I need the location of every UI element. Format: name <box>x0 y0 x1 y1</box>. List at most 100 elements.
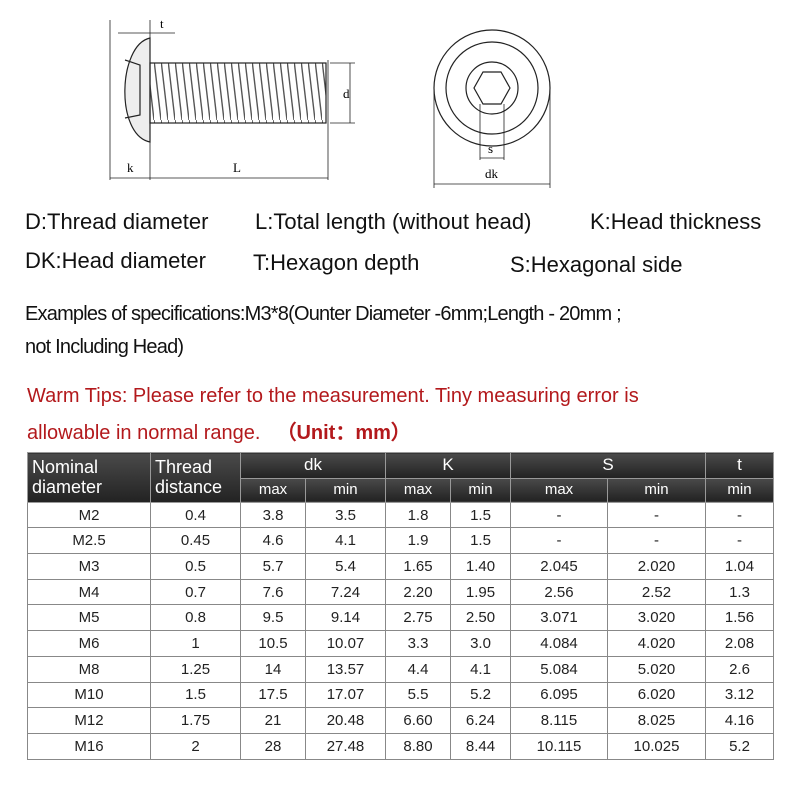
table-cell: 10.07 <box>305 630 386 657</box>
table-cell: 8.80 <box>385 732 451 760</box>
table-cell: 4.16 <box>705 707 774 734</box>
table-cell: - <box>705 527 774 555</box>
label-k: k <box>127 160 134 175</box>
table-cell: 20.48 <box>305 707 386 734</box>
table-cell: M2 <box>27 501 151 529</box>
end-view-hex <box>473 71 511 105</box>
table-cell: 8.115 <box>510 707 608 734</box>
table-cell: 1.8 <box>385 501 451 529</box>
table-cell: 3.12 <box>705 681 774 709</box>
table-cell: 6.60 <box>385 707 451 734</box>
table-row: M10 1.5 17.5 17.07 5.5 5.2 6.095 6.020 3.12 <box>27 681 774 709</box>
table-cell: 1.3 <box>705 578 774 606</box>
table-cell: 4.020 <box>607 630 706 657</box>
subheader-cell: max <box>240 477 306 503</box>
table-cell: 4.1 <box>450 655 511 683</box>
diagram: t d k L s dk <box>109 16 551 188</box>
table-cell: 9.5 <box>240 604 306 632</box>
table-cell: 2 <box>150 732 241 760</box>
legend-text: T:Hexagon depth <box>253 250 420 275</box>
table-cell: 28 <box>240 732 306 760</box>
table-cell: 7.24 <box>305 578 386 606</box>
table-cell: 14 <box>240 655 306 683</box>
header-cell: Nominal diameter <box>27 452 151 503</box>
bolt-head <box>124 37 151 143</box>
subheader-row: max min max min max min min <box>28 477 774 503</box>
table-cell: 9.14 <box>305 604 386 632</box>
header-cell: K <box>385 452 511 479</box>
tip-text: allowable in normal range. （Unit：mm） <box>27 416 411 445</box>
table-cell: 1.65 <box>385 553 451 580</box>
table-cell: 3.5 <box>305 501 386 529</box>
legend-text: K:Head thickness <box>590 209 762 234</box>
table-cell: 2.045 <box>510 553 608 580</box>
table-cell: 3.020 <box>607 604 706 632</box>
table-cell: - <box>510 501 608 529</box>
header-cell: dk <box>240 452 386 479</box>
table-cell: 0.8 <box>150 604 241 632</box>
table-cell: 0.4 <box>150 501 241 529</box>
subheader-cell: max <box>510 477 608 503</box>
table-cell: 0.7 <box>150 578 241 606</box>
end-view-outer <box>433 29 551 147</box>
table-cell: 4.4 <box>385 655 451 683</box>
table-cell: 1.95 <box>450 578 511 606</box>
table-cell: 10.115 <box>510 732 608 760</box>
label-s: s <box>488 141 493 156</box>
table-cell: 1 <box>150 630 241 657</box>
table-cell: 17.5 <box>240 681 306 709</box>
table-row: M12 1.75 21 20.48 6.60 6.24 8.115 8.025 4.16 <box>27 707 774 734</box>
subheader-cell: min <box>705 477 774 503</box>
table-cell: 6.24 <box>450 707 511 734</box>
table-cell: 10.5 <box>240 630 306 657</box>
table-cell: 27.48 <box>305 732 386 760</box>
table-cell: 5.084 <box>510 655 608 683</box>
table-cell: M4 <box>27 578 151 606</box>
table-cell: 1.5 <box>450 501 511 529</box>
table-row: M4 0.7 7.6 7.24 2.20 1.95 2.56 2.52 1.3 <box>27 578 774 606</box>
table-cell: 8.025 <box>607 707 706 734</box>
table-cell: 2.08 <box>705 630 774 657</box>
bolt-thread <box>149 62 327 124</box>
table-cell: - <box>607 527 706 555</box>
table-cell: 1.9 <box>385 527 451 555</box>
table-cell: 2.56 <box>510 578 608 606</box>
subheader-cell: max <box>385 477 451 503</box>
table-cell: 3.3 <box>385 630 451 657</box>
unit-text: （Unit：mm） <box>276 422 411 444</box>
table-cell: - <box>607 501 706 529</box>
table-cell: 7.6 <box>240 578 306 606</box>
legend-text: L:Total length (without head) <box>255 209 532 234</box>
table-cell: 2.020 <box>607 553 706 580</box>
table-cell: 4.6 <box>240 527 306 555</box>
table-cell: M3 <box>27 553 151 580</box>
legend-text: S:Hexagonal side <box>510 252 683 277</box>
tip-text: allowable in normal range. <box>27 422 261 444</box>
table-cell: 1.25 <box>150 655 241 683</box>
table-cell: 17.07 <box>305 681 386 709</box>
legend-text: DK:Head diameter <box>25 248 206 273</box>
table-cell: - <box>705 501 774 529</box>
table-cell: M16 <box>27 732 151 760</box>
table-cell: 5.020 <box>607 655 706 683</box>
subheader-cell: min <box>450 477 511 503</box>
table-cell: 1.5 <box>150 681 241 709</box>
table-cell: M6 <box>27 630 151 657</box>
table-cell: M2.5 <box>27 527 151 555</box>
table-cell: 3.8 <box>240 501 306 529</box>
table-row: M2.5 0.45 4.6 4.1 1.9 1.5- - - <box>27 527 774 555</box>
header-cell: t <box>705 452 774 479</box>
legend-text: D:Thread diameter <box>25 209 209 234</box>
label-d: d <box>343 86 350 101</box>
subheader-cell: min <box>305 477 386 503</box>
table-cell: 2.52 <box>607 578 706 606</box>
table-row: M5 0.8 9.5 9.14 2.75 2.50 3.071 3.020 1.56 <box>27 604 774 632</box>
table-cell: - <box>510 527 608 555</box>
table-cell: 6.020 <box>607 681 706 709</box>
header-cell: S <box>510 452 706 479</box>
table-row: M2 0.4 3.8 3.5 1.8 1.5- - - <box>27 501 774 529</box>
table-row: M16 2 28 27.48 8.80 8.44 10.115 10.025 5.2 <box>27 732 774 760</box>
table-cell: M8 <box>27 655 151 683</box>
table-cell: 2.75 <box>385 604 451 632</box>
table-cell: M5 <box>27 604 151 632</box>
